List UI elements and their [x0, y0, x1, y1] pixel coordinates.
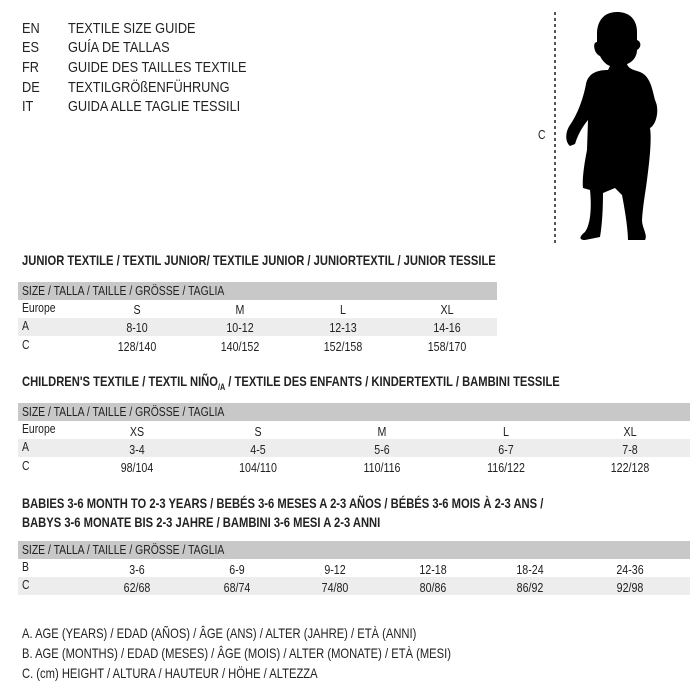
header-label: SIZE / TALLA / TAILLE / GRÖSSE / TAGLIA — [22, 404, 225, 419]
row-label: Europe — [22, 421, 56, 436]
cell: XL — [623, 424, 637, 439]
table-header — [18, 403, 690, 421]
row-label: A — [22, 439, 29, 454]
cell: 86/92 — [516, 580, 544, 595]
cell: 4-5 — [250, 442, 266, 457]
legend-item: B. AGE (MONTHS) / EDAD (MESES) / ÂGE (MO… — [22, 645, 451, 661]
lang-code: ES — [22, 39, 40, 56]
cell: 6-9 — [229, 562, 245, 577]
cell: XS — [129, 424, 145, 439]
cell: 7-8 — [622, 442, 638, 457]
junior-title: JUNIOR TEXTILE / TEXTIL JUNIOR/ TEXTILE … — [22, 252, 496, 268]
cell: 128/140 — [117, 339, 157, 354]
cell: L — [340, 302, 346, 317]
cell: 3-6 — [129, 562, 145, 577]
lang-code: EN — [22, 20, 40, 37]
row-label: C — [22, 577, 30, 592]
cell: 62/68 — [123, 580, 151, 595]
cell: M — [235, 302, 245, 317]
lang-title: GUIDE DES TAILLES TEXTILE — [68, 59, 247, 76]
row-label: C — [22, 337, 30, 352]
children-title-sub: /A — [217, 381, 226, 392]
cell: 18-24 — [516, 562, 544, 577]
babies-title-line2: BABYS 3-6 MONATE BIS 2-3 JAHRE / BAMBINI… — [22, 514, 381, 530]
cell: XL — [440, 302, 454, 317]
cell: 116/122 — [487, 460, 525, 475]
cell: M — [377, 424, 387, 439]
lang-title: TEXTILE SIZE GUIDE — [68, 20, 196, 37]
babies-title-line1: BABIES 3-6 MONTH TO 2-3 YEARS / BEBÉS 3-… — [22, 495, 544, 511]
lang-code: DE — [22, 79, 40, 96]
cell: 12-18 — [419, 562, 447, 577]
cell: 158/170 — [427, 339, 467, 354]
lang-code: FR — [22, 59, 39, 76]
row-label: B — [22, 559, 29, 574]
lang-title: GUÍA DE TALLAS — [68, 39, 170, 56]
cell: 8-10 — [126, 320, 148, 335]
lang-code: IT — [22, 98, 34, 115]
legend-item: A. AGE (YEARS) / EDAD (AÑOS) / ÂGE (ANS)… — [22, 625, 417, 641]
cell: 110/116 — [363, 460, 401, 475]
header-label: SIZE / TALLA / TAILLE / GRÖSSE / TAGLIA — [22, 283, 225, 298]
cell: S — [133, 302, 141, 317]
cell: 104/110 — [239, 460, 277, 475]
cell: 74/80 — [321, 580, 349, 595]
row-shade — [18, 577, 690, 595]
table-header — [18, 282, 497, 300]
header-label: SIZE / TALLA / TAILLE / GRÖSSE / TAGLIA — [22, 542, 225, 557]
lang-title: TEXTILGRÖßENFÜHRUNG — [68, 79, 230, 96]
children-title-rest: / TEXTILE DES ENFANTS / KINDERTEXTIL / B… — [225, 373, 560, 389]
cell: 68/74 — [223, 580, 251, 595]
cell: 140/152 — [220, 339, 260, 354]
cell: 122/128 — [610, 460, 650, 475]
measure-label: C — [538, 127, 546, 142]
row-label: C — [22, 458, 30, 473]
cell: 5-6 — [374, 442, 390, 457]
cell: S — [254, 424, 262, 439]
cell: L — [503, 424, 509, 439]
cell: 14-16 — [433, 320, 461, 335]
cell: 152/158 — [323, 339, 363, 354]
cell: 6-7 — [498, 442, 514, 457]
cell: 12-13 — [329, 320, 357, 335]
legend-item: C. (cm) HEIGHT / ALTURA / HAUTEUR / HÖHE… — [22, 665, 318, 681]
cell: 92/98 — [616, 580, 644, 595]
child-silhouette-icon — [554, 12, 658, 243]
row-shade — [18, 439, 690, 457]
cell: 98/104 — [120, 460, 154, 475]
cell: 3-4 — [129, 442, 145, 457]
cell: 10-12 — [226, 320, 254, 335]
cell: 80/86 — [419, 580, 447, 595]
lang-title: GUIDA ALLE TAGLIE TESSILI — [68, 98, 241, 115]
row-label: Europe — [22, 300, 56, 315]
row-shade — [18, 318, 497, 336]
table-header — [18, 541, 690, 559]
children-title: CHILDREN'S TEXTILE / TEXTIL NIÑO/A / TEX… — [22, 373, 560, 395]
cell: 9-12 — [324, 562, 346, 577]
cell: 24-36 — [616, 562, 644, 577]
row-label: A — [22, 318, 29, 333]
children-title-main: CHILDREN'S TEXTILE / TEXTIL NIÑO — [22, 373, 218, 389]
